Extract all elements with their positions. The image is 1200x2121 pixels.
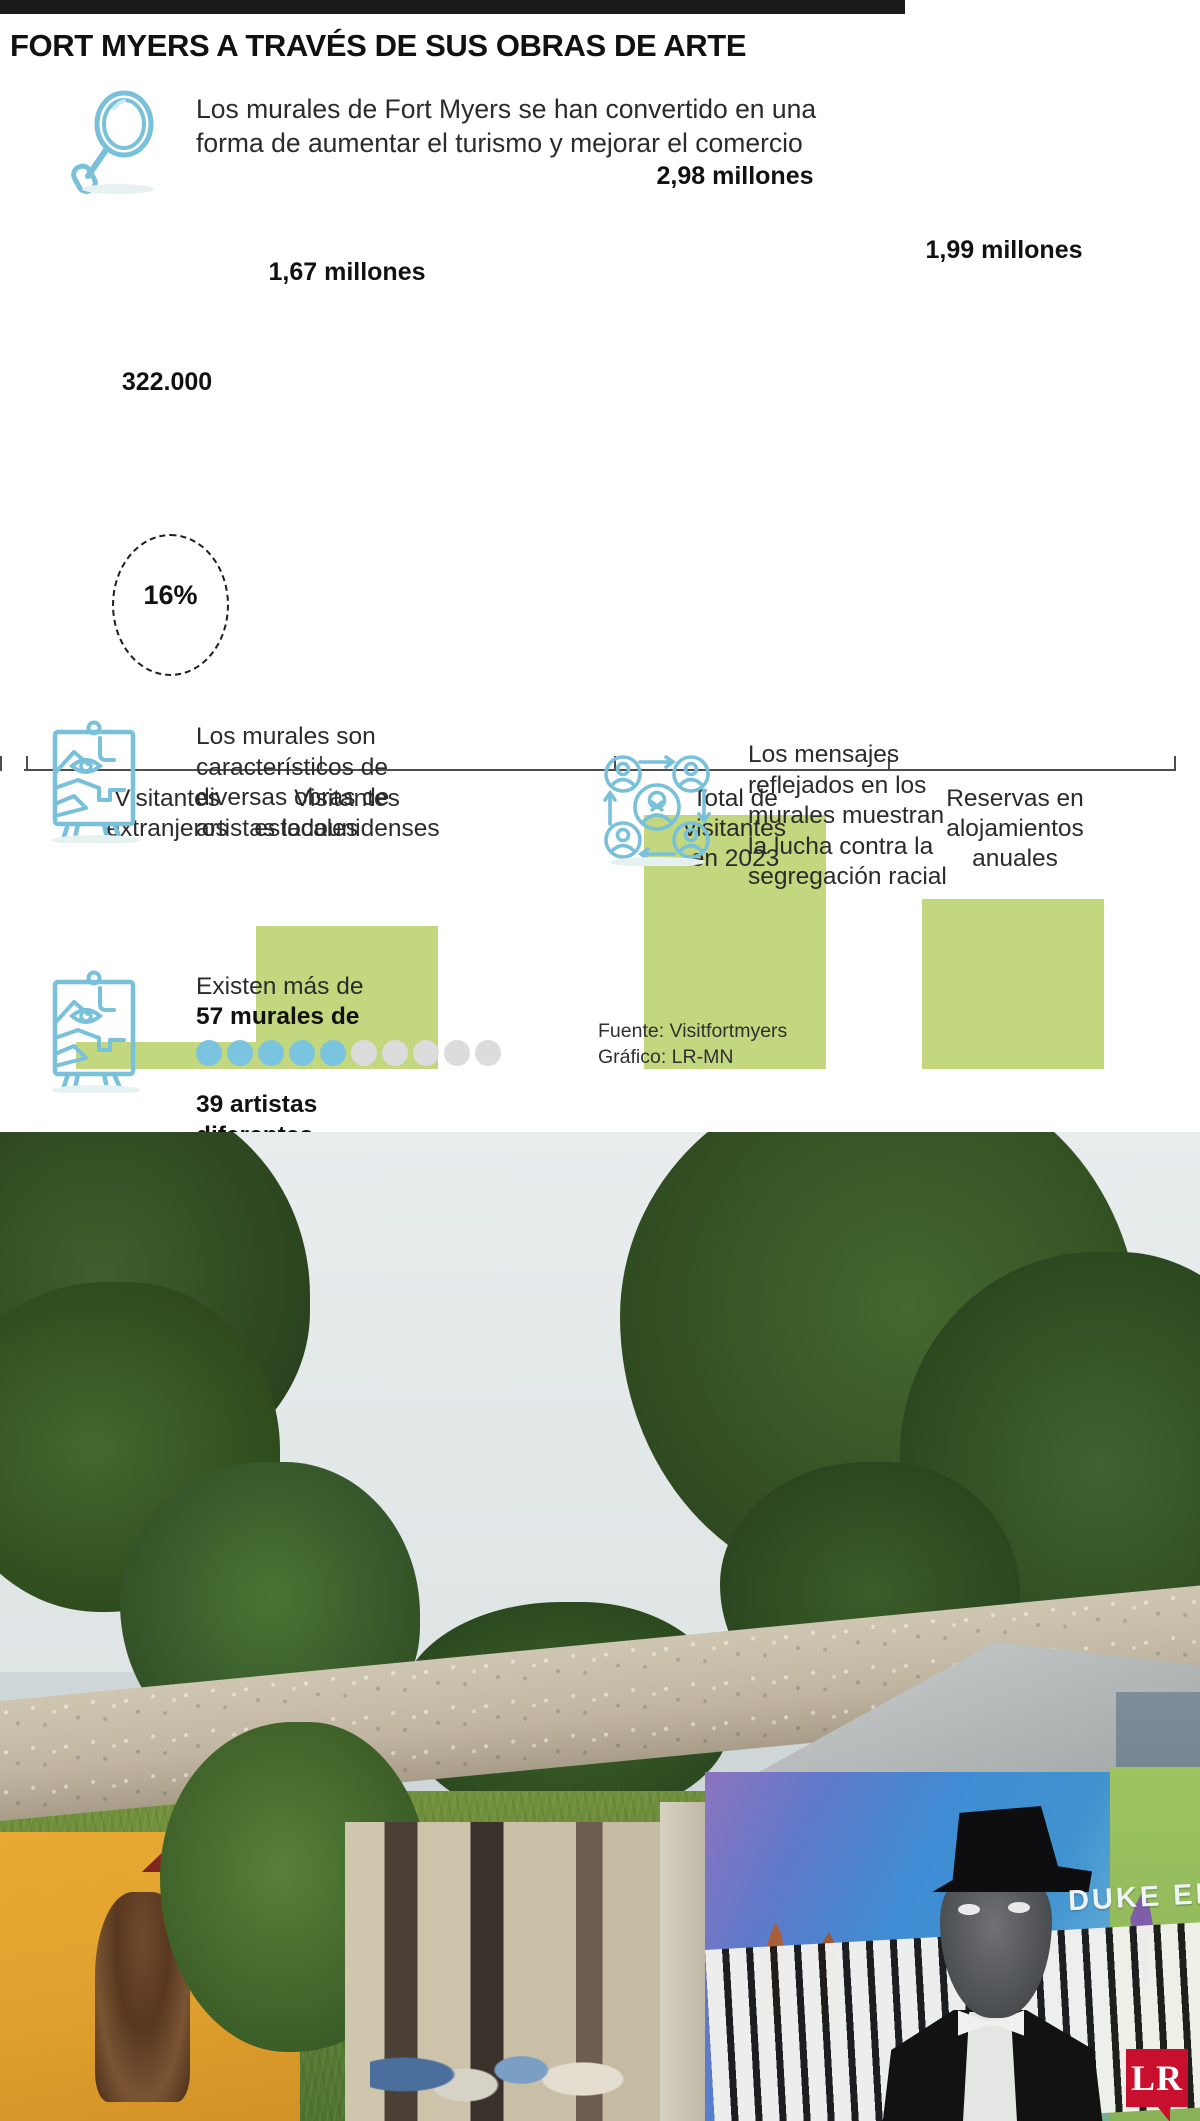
people-network-icon <box>598 748 716 867</box>
dot-empty <box>444 1040 470 1066</box>
dot-filled <box>320 1040 346 1066</box>
easel-artwork-icon <box>44 968 154 1096</box>
mural-portrait-eye <box>958 1904 980 1915</box>
dot-filled <box>289 1040 315 1066</box>
lr-logo-text: LR <box>1130 2058 1183 2098</box>
dot-filled <box>196 1040 222 1066</box>
easel-artwork-icon <box>44 718 154 846</box>
axis-tick <box>26 756 28 771</box>
dot-empty <box>382 1040 408 1066</box>
murals-fact-line-3a: 39 artistas <box>196 1091 318 1118</box>
category-label: Reservas en alojamientos anuales <box>946 785 1084 872</box>
chart-axis <box>24 769 1176 771</box>
source-credit: Fuente: Visitfortmyers Gráfico: LR-MN <box>598 1020 788 1068</box>
axis-tick <box>320 756 322 771</box>
mural-portrait-eye <box>1008 1902 1030 1913</box>
murals-dot-meter <box>196 1040 501 1066</box>
category-label: Visitantes estadounidenses <box>254 785 440 842</box>
subtitle-line-2: forma de aumentar el turismo y mejorar e… <box>196 128 803 158</box>
dot-filled <box>258 1040 284 1066</box>
bar-reservas-alojamientos <box>922 899 1104 1069</box>
dot-empty <box>413 1040 439 1066</box>
dot-empty <box>475 1040 501 1066</box>
annotation-oval <box>112 534 229 676</box>
bar-chart: 322.000 16% 1,67 millones 2,98 millones … <box>0 162 1200 1069</box>
axis-tick <box>1174 756 1176 771</box>
fact-2-text: Los mensajes reflejados en los murales m… <box>748 741 947 890</box>
page-title: FORT MYERS A TRAVÉS DE SUS OBRAS DE ARTE <box>10 28 747 63</box>
bar-value-label: 1,67 millones <box>268 258 426 286</box>
magnifier-icon <box>66 86 172 194</box>
mural-figures-travelers <box>370 1992 650 2121</box>
axis-tick <box>888 756 890 771</box>
bar-visitantes-estadounidenses <box>256 926 438 1069</box>
bar-value-label: 1,99 millones <box>925 236 1083 264</box>
annotation-oval-label: 16% <box>143 580 198 610</box>
bar-value-label: 2,98 millones <box>656 162 814 190</box>
mural-photo: DUKE ELLIN LR <box>0 1132 1200 2121</box>
fact-1-text: Los murales son característicos de diver… <box>196 723 390 842</box>
dot-filled <box>227 1040 253 1066</box>
murals-fact-line-1: Existen más de <box>196 973 364 1000</box>
lr-logo: LR <box>1126 2049 1188 2121</box>
subtitle: Los murales de Fort Myers se han convert… <box>196 92 1056 160</box>
murals-fact-line-2: 57 murales de <box>196 1003 360 1030</box>
axis-tick <box>614 756 616 771</box>
subtitle-line-1: Los murales de Fort Myers se han convert… <box>196 94 817 124</box>
dot-empty <box>351 1040 377 1066</box>
bar-total-visitantes-2023 <box>644 815 826 1069</box>
top-rule <box>0 0 905 14</box>
wall-column <box>660 1802 712 2121</box>
bar-value-label: 322.000 <box>121 368 213 396</box>
lr-logo-tail <box>1157 2106 1170 2121</box>
axis-tick <box>0 756 2 771</box>
